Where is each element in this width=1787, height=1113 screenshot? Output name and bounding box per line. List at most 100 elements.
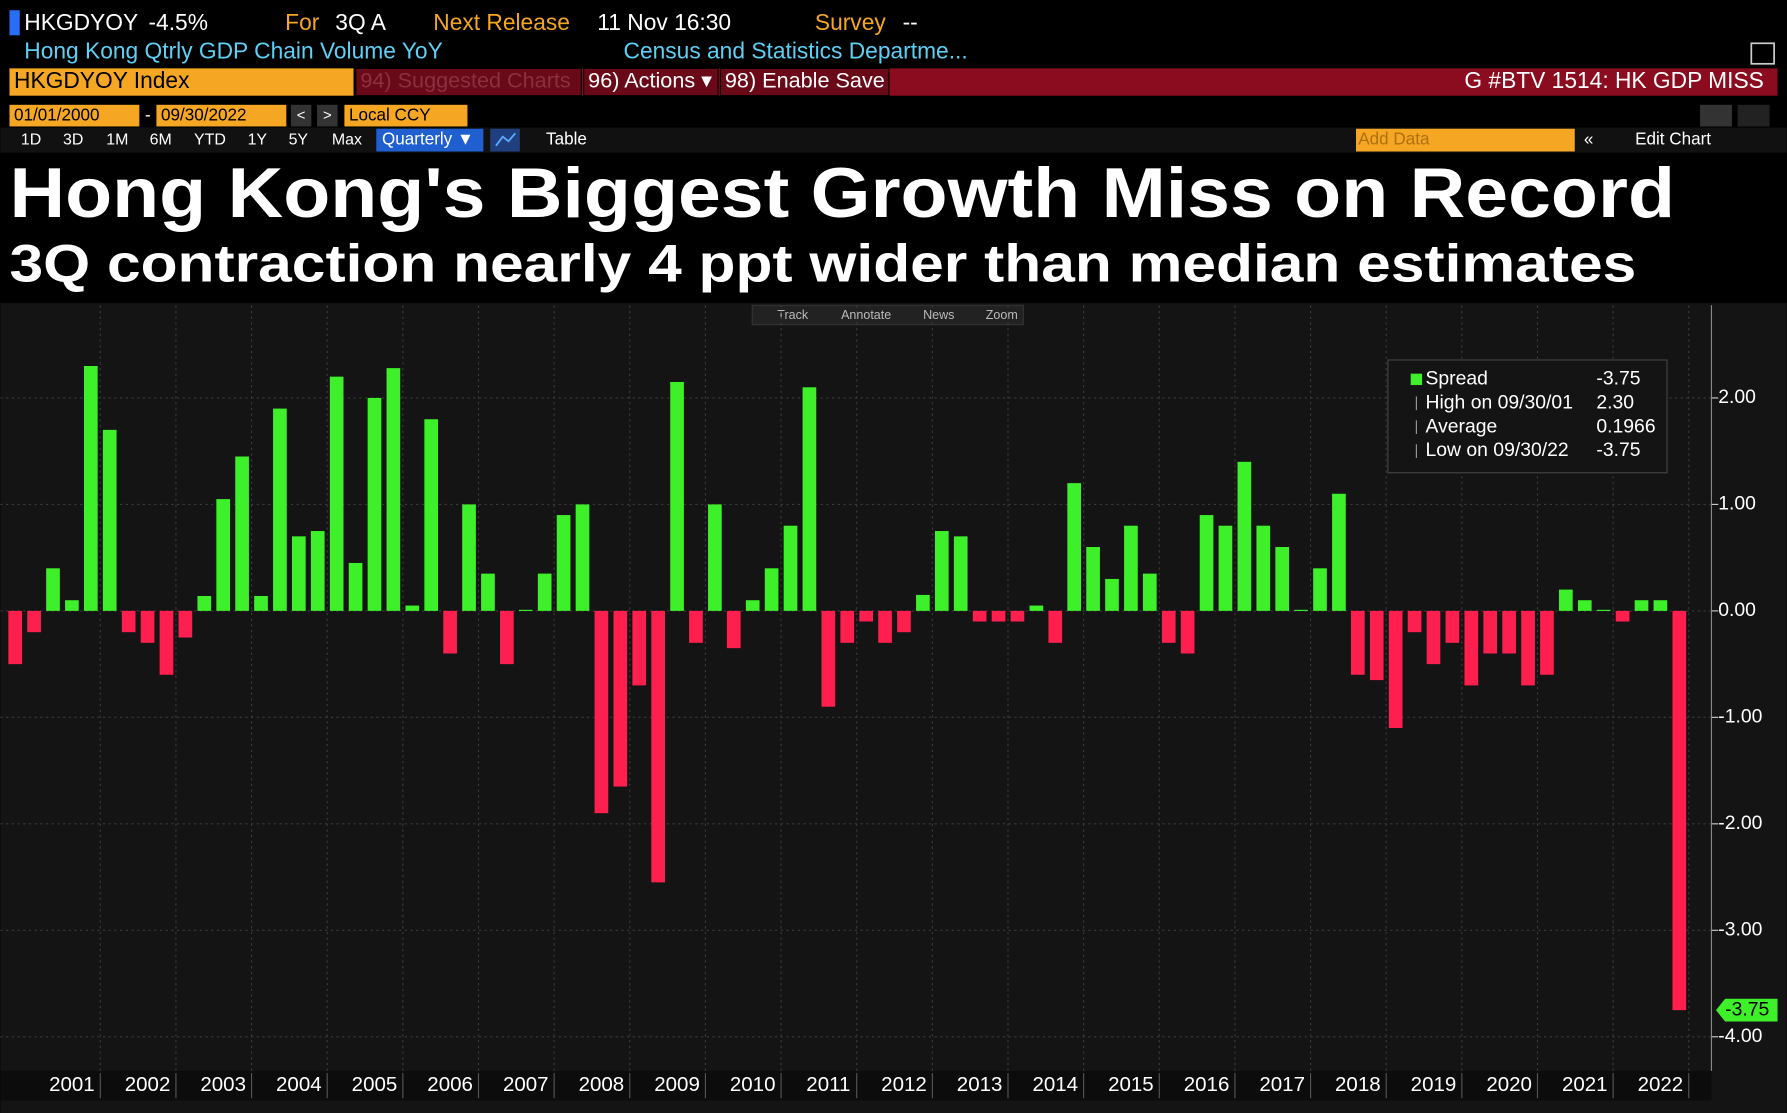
bar — [27, 610, 41, 633]
bar — [1294, 609, 1308, 611]
menu-item-box[interactable] — [719, 67, 890, 97]
chart-tool[interactable]: Annotate — [841, 308, 891, 322]
table-button[interactable]: Table — [546, 130, 587, 149]
frequency-box[interactable] — [376, 128, 484, 152]
bar — [424, 419, 439, 611]
bar — [197, 595, 212, 611]
period-button[interactable]: Max — [332, 131, 362, 148]
bar — [934, 531, 949, 611]
currency-box[interactable] — [344, 104, 468, 127]
y-tick-label: 2.00 — [1718, 386, 1756, 408]
ticker: HKGDYOY — [24, 9, 138, 35]
x-tick-label: 2021 — [1562, 1073, 1608, 1096]
bar — [121, 610, 136, 633]
chart-tools: Track Annotate News Zoom — [777, 308, 1017, 322]
legend-value: -3.75 — [1596, 439, 1640, 461]
bar — [783, 525, 798, 611]
bar — [1540, 610, 1554, 675]
menu-item: 96) Actions ▾ — [588, 68, 712, 93]
expand-icon[interactable] — [1750, 42, 1775, 65]
menu-item-box[interactable] — [355, 67, 582, 97]
bar — [991, 610, 1006, 622]
period-button[interactable]: 3D — [63, 131, 83, 148]
chart-tool[interactable]: Track — [777, 308, 809, 322]
bar — [1502, 610, 1516, 654]
redo-button[interactable] — [1737, 104, 1770, 127]
bar — [159, 610, 174, 675]
undo-button[interactable] — [1700, 104, 1732, 127]
add-data-box[interactable] — [1356, 128, 1575, 152]
bar — [1161, 610, 1176, 643]
currency: Local CCY — [349, 106, 431, 125]
next-release-label: Next Release — [433, 9, 570, 35]
next-button[interactable] — [317, 104, 338, 127]
bar — [386, 368, 401, 611]
period-button[interactable]: 1M — [106, 131, 128, 148]
x-tick-label: 2016 — [1184, 1073, 1230, 1096]
story[interactable]: G #BTV 1514: HK GDP MISS — [1464, 67, 1763, 93]
bar — [1634, 600, 1649, 611]
x-tick-label: 2014 — [1032, 1073, 1078, 1096]
bar — [1313, 568, 1327, 611]
x-tick-label: 2011 — [806, 1073, 850, 1096]
bar — [1124, 525, 1138, 611]
period-button[interactable]: 6M — [150, 131, 172, 148]
range-separator: - — [145, 106, 151, 125]
end-date-box[interactable] — [156, 104, 287, 127]
bar — [140, 610, 155, 643]
chart-tools-bar — [751, 304, 1024, 326]
period-button[interactable]: YTD — [194, 131, 226, 148]
chart-subtitle: 3Q contraction nearly 4 ppt wider than m… — [9, 236, 1636, 294]
bar — [481, 573, 495, 611]
x-tick-label: 2004 — [276, 1073, 322, 1096]
x-tick-label: 2017 — [1259, 1073, 1305, 1096]
legend-label: Average — [1426, 415, 1498, 437]
bar — [1464, 610, 1479, 686]
bar — [726, 610, 741, 649]
chart-tool[interactable]: Zoom — [986, 308, 1018, 322]
bar — [878, 610, 892, 643]
bar — [518, 609, 533, 611]
bar — [8, 610, 23, 665]
x-axis-band — [0, 1070, 1712, 1101]
x-tick-label: 2015 — [1108, 1073, 1154, 1096]
chart-tool[interactable]: News — [923, 308, 954, 322]
x-tick-label: 2003 — [200, 1073, 246, 1096]
start-date-box[interactable] — [9, 104, 140, 127]
y-tick-label: -2.00 — [1718, 812, 1762, 834]
bar — [216, 499, 231, 611]
collapse-icon[interactable]: « — [1584, 130, 1594, 149]
prev-button[interactable] — [290, 104, 312, 127]
x-tick-label: 2018 — [1335, 1073, 1381, 1096]
bar — [1369, 610, 1384, 681]
security-box[interactable] — [9, 68, 354, 96]
bar — [500, 610, 514, 665]
plot: 2.00 1.00 0.00 -1.00 -2.00 -3.00 -4.00 2001 2002… — [0, 305, 1778, 1099]
menu-item: 94) Suggested Charts — [360, 68, 571, 93]
menu-item-box[interactable] — [583, 67, 719, 97]
period-button[interactable]: 1D — [21, 131, 41, 148]
menu-items: 94) Suggested Charts 96) Actions ▾ 98) Ena… — [355, 67, 890, 97]
chart-type-icon — [495, 132, 516, 147]
bar — [613, 610, 628, 787]
bar — [708, 504, 722, 611]
edit-chart[interactable]: Edit Chart — [1635, 130, 1711, 149]
last-value-label: -3.75 — [1725, 998, 1769, 1020]
bar — [897, 610, 911, 633]
bar — [1332, 493, 1346, 611]
bar — [556, 515, 571, 611]
period-button[interactable]: 5Y — [289, 131, 309, 148]
survey: -- — [903, 9, 918, 35]
last-value-tag — [1716, 998, 1778, 1022]
bar — [65, 600, 79, 611]
frequency: Quarterly ▼ — [382, 130, 474, 149]
add-data: Add Data — [1358, 130, 1430, 149]
chart-type-button[interactable] — [490, 128, 520, 152]
period-button[interactable]: 1Y — [248, 131, 268, 148]
bar — [916, 594, 930, 611]
chart-title: Hong Kong's Biggest Growth Miss on Recor… — [9, 153, 1675, 232]
bar — [83, 365, 98, 611]
bar — [1653, 600, 1668, 611]
